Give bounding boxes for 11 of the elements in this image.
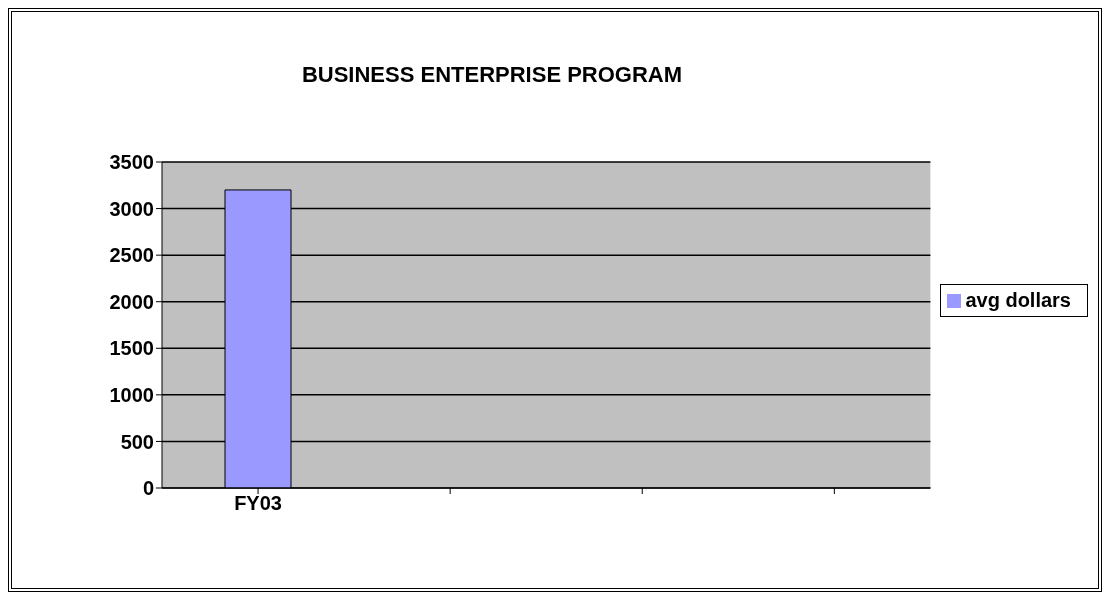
- y-tick-label: 2000: [109, 290, 154, 313]
- x-tick-label: FY03: [234, 492, 282, 515]
- y-tick-label: 3500: [109, 151, 154, 174]
- legend-label: avg dollars: [965, 288, 1071, 311]
- y-tick-label: 500: [120, 430, 154, 453]
- y-tick-label: 3000: [109, 197, 154, 220]
- chart-title: BUSINESS ENTERPRISE PROGRAM: [300, 62, 684, 88]
- y-tick-label: 2500: [109, 244, 154, 267]
- y-tick-label: 1500: [109, 337, 154, 360]
- y-tick-label: 0: [142, 477, 154, 500]
- y-tick-label: 1000: [109, 383, 154, 406]
